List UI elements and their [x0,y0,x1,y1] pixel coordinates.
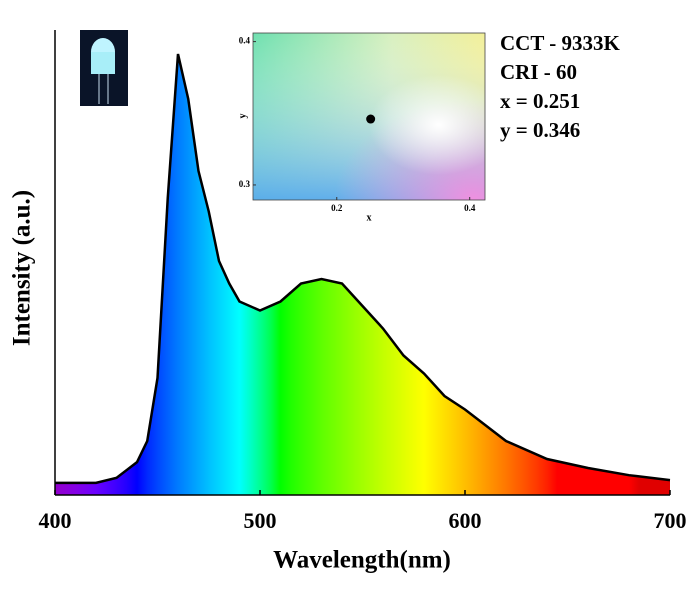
inset-y-tick-label: 0.3 [239,179,251,189]
spectrum-line [55,53,671,485]
x-tick-label: 400 [39,508,72,533]
annotation: x = 0.251 [500,89,580,113]
spectrum-area [55,54,670,495]
annotation: CRI - 60 [500,60,577,84]
x-tick-label: 600 [449,508,482,533]
chromaticity-point [366,114,376,124]
inset-x-tick-label: 0.4 [464,203,476,213]
x-axis-label: Wavelength(nm) [273,547,451,574]
inset-y-label: y [237,114,248,119]
x-tick-label: 700 [654,508,687,533]
led-photo [80,30,128,106]
y-axis-label: Intensity (a.u.) [9,190,36,346]
inset-x-tick-label: 0.2 [331,203,343,213]
x-tick-label: 500 [244,508,277,533]
inset-x-label: x [367,212,372,223]
inset-y-tick-label: 0.4 [239,36,251,46]
annotation: y = 0.346 [500,118,580,142]
annotation: CCT - 9333K [500,31,620,55]
